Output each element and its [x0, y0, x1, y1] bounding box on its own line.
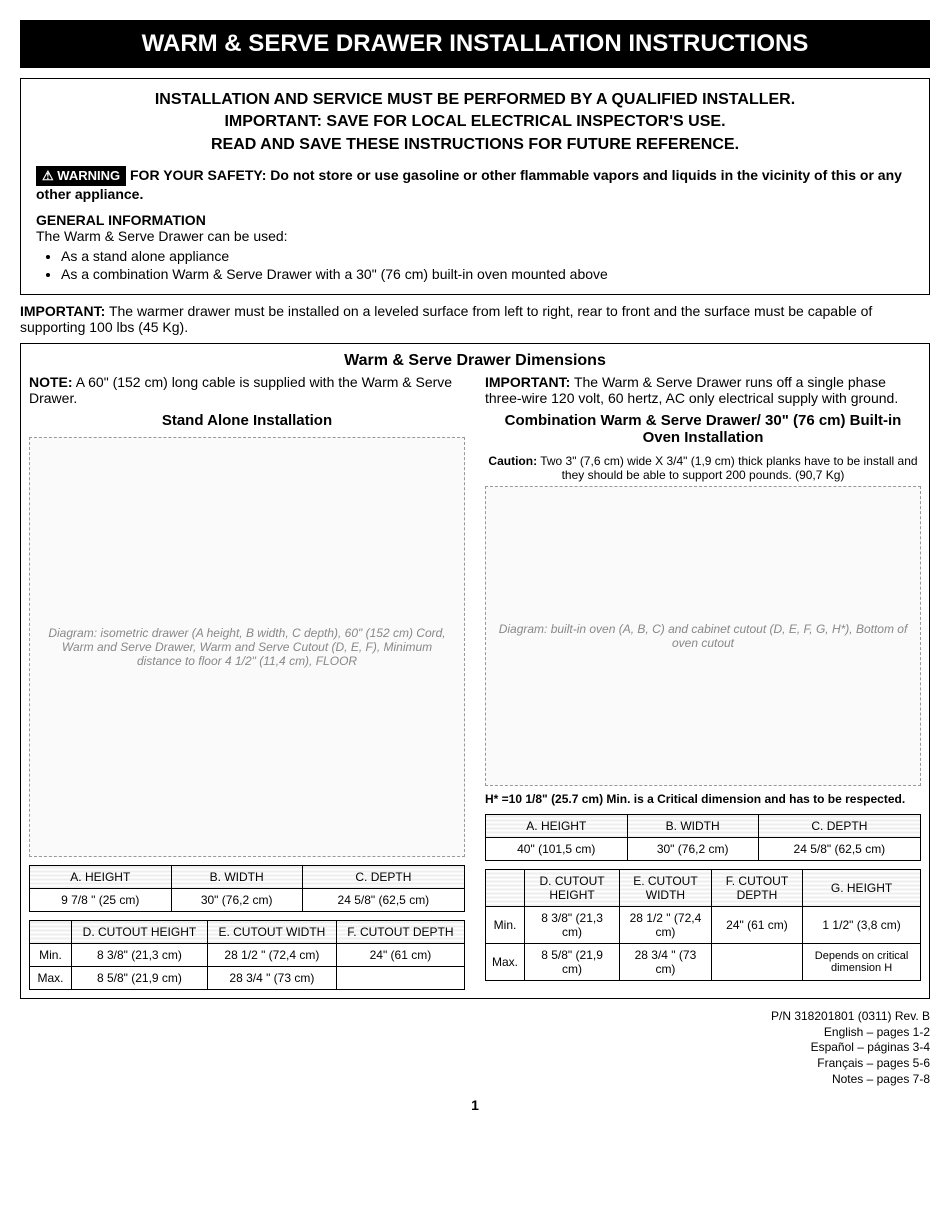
- list-item: As a stand alone appliance: [61, 248, 914, 264]
- important-note: IMPORTANT: The warmer drawer must be ins…: [20, 303, 930, 335]
- table-cell: 24 5/8" (62,5 cm): [758, 838, 920, 861]
- table-header: C. DEPTH: [758, 815, 920, 838]
- note: NOTE: A 60" (152 cm) long cable is suppl…: [29, 374, 465, 406]
- page-title: WARM & SERVE DRAWER INSTALLATION INSTRUC…: [20, 20, 930, 68]
- table-header: E. CUTOUT WIDTH: [207, 921, 336, 944]
- caution: Caution: Two 3" (7,6 cm) wide X 3/4" (1,…: [485, 454, 921, 482]
- footer-pn: P/N 318201801 (0311) Rev. B: [20, 1009, 930, 1025]
- warning-label: ⚠ WARNING: [36, 166, 126, 186]
- table-cell: Max.: [30, 967, 72, 990]
- general-info: GENERAL INFORMATION The Warm & Serve Dra…: [36, 212, 914, 282]
- table-cell: Min.: [30, 944, 72, 967]
- general-info-intro: The Warm & Serve Drawer can be used:: [36, 228, 914, 244]
- critical-dimension: H* =10 1/8" (25.7 cm) Min. is a Critical…: [485, 792, 921, 806]
- header-line-2: IMPORTANT: SAVE FOR LOCAL ELECTRICAL INS…: [36, 111, 914, 133]
- table-header: F. CUTOUT DEPTH: [711, 870, 802, 907]
- combination-column: IMPORTANT: The Warm & Serve Drawer runs …: [485, 374, 921, 990]
- table-cell: 8 5/8" (21,9 cm): [525, 944, 620, 981]
- standalone-diagram: Diagram: isometric drawer (A height, B w…: [29, 437, 465, 857]
- table-cell: 8 3/8" (21,3 cm): [71, 944, 207, 967]
- table-cell: [336, 967, 464, 990]
- general-info-list: As a stand alone appliance As a combinat…: [61, 248, 914, 282]
- footer: P/N 318201801 (0311) Rev. B English – pa…: [20, 1009, 930, 1087]
- table-cell: Min.: [486, 907, 525, 944]
- table-cell: 30" (76,2 cm): [627, 838, 758, 861]
- standalone-table-1: A. HEIGHT B. WIDTH C. DEPTH 9 7/8 " (25 …: [29, 865, 465, 912]
- table-header: [30, 921, 72, 944]
- dimensions-title: Warm & Serve Drawer Dimensions: [29, 352, 921, 370]
- combination-table-2: D. CUTOUT HEIGHT E. CUTOUT WIDTH F. CUTO…: [485, 869, 921, 981]
- header-box: INSTALLATION AND SERVICE MUST BE PERFORM…: [20, 78, 930, 295]
- table-cell: Max.: [486, 944, 525, 981]
- note-label: NOTE:: [29, 374, 73, 390]
- footer-en: English – pages 1-2: [20, 1025, 930, 1041]
- table-cell: Depends on critical dimension H: [803, 944, 921, 981]
- table-cell: 24" (61 cm): [336, 944, 464, 967]
- important-label: IMPORTANT:: [485, 374, 570, 390]
- table-cell: 28 1/2 " (72,4 cm): [207, 944, 336, 967]
- table-cell: 1 1/2" (3,8 cm): [803, 907, 921, 944]
- list-item: As a combination Warm & Serve Drawer wit…: [61, 266, 914, 282]
- table-cell: 24" (61 cm): [711, 907, 802, 944]
- table-cell: 28 3/4 " (73 cm): [620, 944, 712, 981]
- table-cell: 9 7/8 " (25 cm): [30, 889, 172, 912]
- table-header: B. WIDTH: [171, 866, 302, 889]
- important-text: The warmer drawer must be installed on a…: [20, 303, 872, 335]
- table-header: [486, 870, 525, 907]
- header-line-1: INSTALLATION AND SERVICE MUST BE PERFORM…: [36, 89, 914, 111]
- table-header: F. CUTOUT DEPTH: [336, 921, 464, 944]
- table-header: D. CUTOUT HEIGHT: [525, 870, 620, 907]
- electrical-important: IMPORTANT: The Warm & Serve Drawer runs …: [485, 374, 921, 406]
- standalone-heading: Stand Alone Installation: [29, 412, 465, 429]
- table-cell: 8 3/8" (21,3 cm): [525, 907, 620, 944]
- general-info-title: GENERAL INFORMATION: [36, 212, 914, 228]
- table-cell: [711, 944, 802, 981]
- important-label: IMPORTANT:: [20, 303, 105, 319]
- table-cell: 8 5/8" (21,9 cm): [71, 967, 207, 990]
- table-header: A. HEIGHT: [486, 815, 628, 838]
- header-line-3: READ AND SAVE THESE INSTRUCTIONS FOR FUT…: [36, 134, 914, 156]
- table-header: E. CUTOUT WIDTH: [620, 870, 712, 907]
- table-header: B. WIDTH: [627, 815, 758, 838]
- standalone-column: NOTE: A 60" (152 cm) long cable is suppl…: [29, 374, 465, 990]
- footer-es: Español – páginas 3-4: [20, 1040, 930, 1056]
- dimensions-box: Warm & Serve Drawer Dimensions NOTE: A 6…: [20, 343, 930, 999]
- combination-heading: Combination Warm & Serve Drawer/ 30" (76…: [485, 412, 921, 446]
- table-cell: 24 5/8" (62,5 cm): [302, 889, 464, 912]
- header-lines: INSTALLATION AND SERVICE MUST BE PERFORM…: [36, 89, 914, 156]
- combination-diagram-row: Caution: Two 3" (7,6 cm) wide X 3/4" (1,…: [485, 454, 921, 786]
- footer-notes: Notes – pages 7-8: [20, 1072, 930, 1088]
- table-header: C. DEPTH: [302, 866, 464, 889]
- table-header: A. HEIGHT: [30, 866, 172, 889]
- footer-fr: Français – pages 5-6: [20, 1056, 930, 1072]
- table-cell: 28 1/2 " (72,4 cm): [620, 907, 712, 944]
- table-header: G. HEIGHT: [803, 870, 921, 907]
- combination-diagram: Diagram: built-in oven (A, B, C) and cab…: [485, 486, 921, 786]
- caution-label: Caution:: [488, 454, 537, 468]
- warning-text: FOR YOUR SAFETY: Do not store or use gas…: [36, 167, 902, 202]
- note-text: A 60" (152 cm) long cable is supplied wi…: [29, 374, 452, 406]
- table-header: D. CUTOUT HEIGHT: [71, 921, 207, 944]
- combination-table-1: A. HEIGHT B. WIDTH C. DEPTH 40" (101,5 c…: [485, 814, 921, 861]
- table-cell: 30" (76,2 cm): [171, 889, 302, 912]
- standalone-table-2: D. CUTOUT HEIGHT E. CUTOUT WIDTH F. CUTO…: [29, 920, 465, 990]
- page-number: 1: [20, 1097, 930, 1113]
- table-cell: 28 3/4 " (73 cm): [207, 967, 336, 990]
- warning: ⚠ WARNING FOR YOUR SAFETY: Do not store …: [36, 166, 914, 202]
- caution-text: Two 3" (7,6 cm) wide X 3/4" (1,9 cm) thi…: [540, 454, 917, 482]
- table-cell: 40" (101,5 cm): [486, 838, 628, 861]
